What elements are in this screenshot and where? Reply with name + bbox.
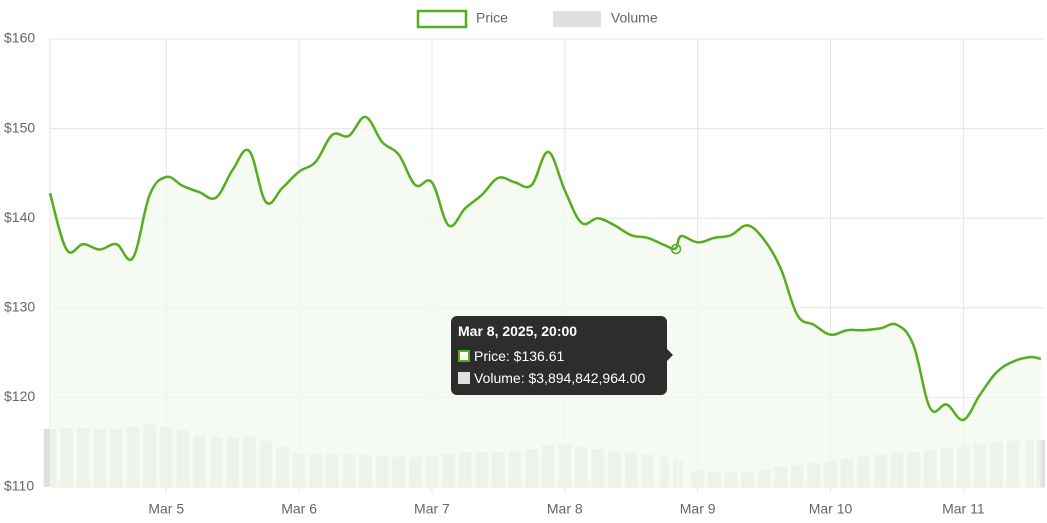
tooltip-row: Price: $136.61 — [458, 345, 660, 367]
price-line — [48, 115, 1042, 422]
legend-label: Price — [476, 10, 508, 26]
tooltip-swatch — [458, 372, 470, 384]
tooltip-row: Volume: $3,894,842,964.00 — [458, 367, 660, 389]
y-tick-label: $140 — [4, 209, 35, 225]
x-tick-label: Mar 5 — [148, 501, 184, 517]
y-tick-label: $130 — [4, 299, 35, 315]
tooltip-title: Mar 8, 2025, 20:00 — [458, 323, 578, 339]
y-tick-label: $160 — [4, 30, 35, 46]
legend-label: Volume — [611, 10, 658, 26]
x-tick-label: Mar 7 — [414, 501, 450, 517]
x-tick-label: Mar 6 — [281, 501, 317, 517]
tooltip-text: Volume: $3,894,842,964.00 — [474, 370, 646, 386]
price-area — [50, 116, 1041, 487]
y-tick-label: $110 — [4, 478, 34, 494]
y-tick-label: $120 — [4, 388, 35, 404]
legend-swatch — [416, 9, 468, 29]
y-tick-label: $150 — [4, 119, 35, 135]
tooltip-text: Price: $136.61 — [474, 348, 565, 364]
tooltip: Mar 8, 2025, 20:00 Price: $136.61 Volume… — [451, 316, 673, 395]
x-tick-label: Mar 10 — [809, 501, 853, 517]
legend-swatch — [552, 11, 601, 27]
x-tick-label: Mar 9 — [680, 501, 716, 517]
hover-point — [670, 243, 682, 255]
x-tick-label: Mar 11 — [942, 501, 985, 517]
x-tick-label: Mar 8 — [547, 501, 583, 517]
tooltip-swatch — [458, 350, 470, 362]
